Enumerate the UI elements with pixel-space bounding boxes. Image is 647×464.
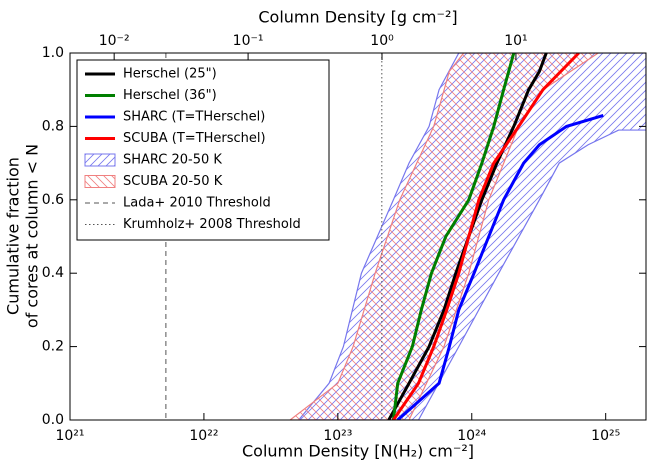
legend-label: Lada+ 2010 Threshold	[123, 196, 271, 211]
x-tick-label: 10²³	[323, 428, 352, 444]
legend-label: Krumholz+ 2008 Threshold	[123, 217, 301, 232]
cdf-line	[392, 53, 580, 420]
x2-tick-label: 10¹	[504, 33, 527, 49]
cdf-line	[391, 53, 516, 420]
y-tick-label: 0.2	[42, 339, 64, 355]
y-tick-label: 0.6	[42, 192, 64, 208]
x-tick-label: 10²⁵	[591, 428, 620, 444]
legend-label: SCUBA (T=THerschel)	[123, 131, 266, 146]
plot-area	[165, 53, 646, 420]
legend-swatch	[84, 175, 116, 188]
x2-axis-label: Column Density [g cm⁻²]	[258, 8, 457, 27]
x2-tick-label: 10⁻²	[99, 33, 130, 49]
cdf-line	[396, 113, 604, 420]
legend-label: Herschel (36")	[123, 88, 217, 103]
y-tick-label: 0.8	[42, 118, 64, 134]
y-axis-label: Cumulative fraction	[4, 157, 23, 315]
x-tick-label: 10²²	[189, 428, 218, 444]
legend-label: Herschel (25")	[123, 67, 217, 82]
legend-swatch	[84, 153, 116, 167]
x2-tick-label: 10⁰	[370, 33, 394, 49]
x-tick-label: 10²⁴	[457, 428, 486, 444]
x-tick-label: 10²¹	[55, 428, 84, 444]
legend-label: SCUBA 20-50 K	[123, 174, 223, 189]
plot-frame	[69, 52, 647, 421]
y-tick-label: 0.0	[42, 412, 64, 428]
y-axis-label: of cores at column < N	[23, 144, 42, 328]
x2-tick-label: 10⁻¹	[233, 33, 264, 49]
legend-label: SHARC (T=THerschel)	[123, 110, 265, 125]
band	[289, 53, 600, 420]
legend-box	[76, 59, 330, 241]
x-axis-label: Column Density [N(H₂) cm⁻²]	[242, 442, 474, 461]
y-tick-label: 1.0	[42, 45, 64, 61]
legend-label: SHARC 20-50 K	[123, 153, 222, 168]
y-tick-label: 0.4	[42, 265, 64, 281]
